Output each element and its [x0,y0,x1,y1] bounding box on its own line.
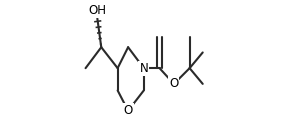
Text: OH: OH [88,4,106,17]
Text: O: O [169,77,178,90]
Text: O: O [123,104,133,117]
Text: N: N [139,62,148,75]
